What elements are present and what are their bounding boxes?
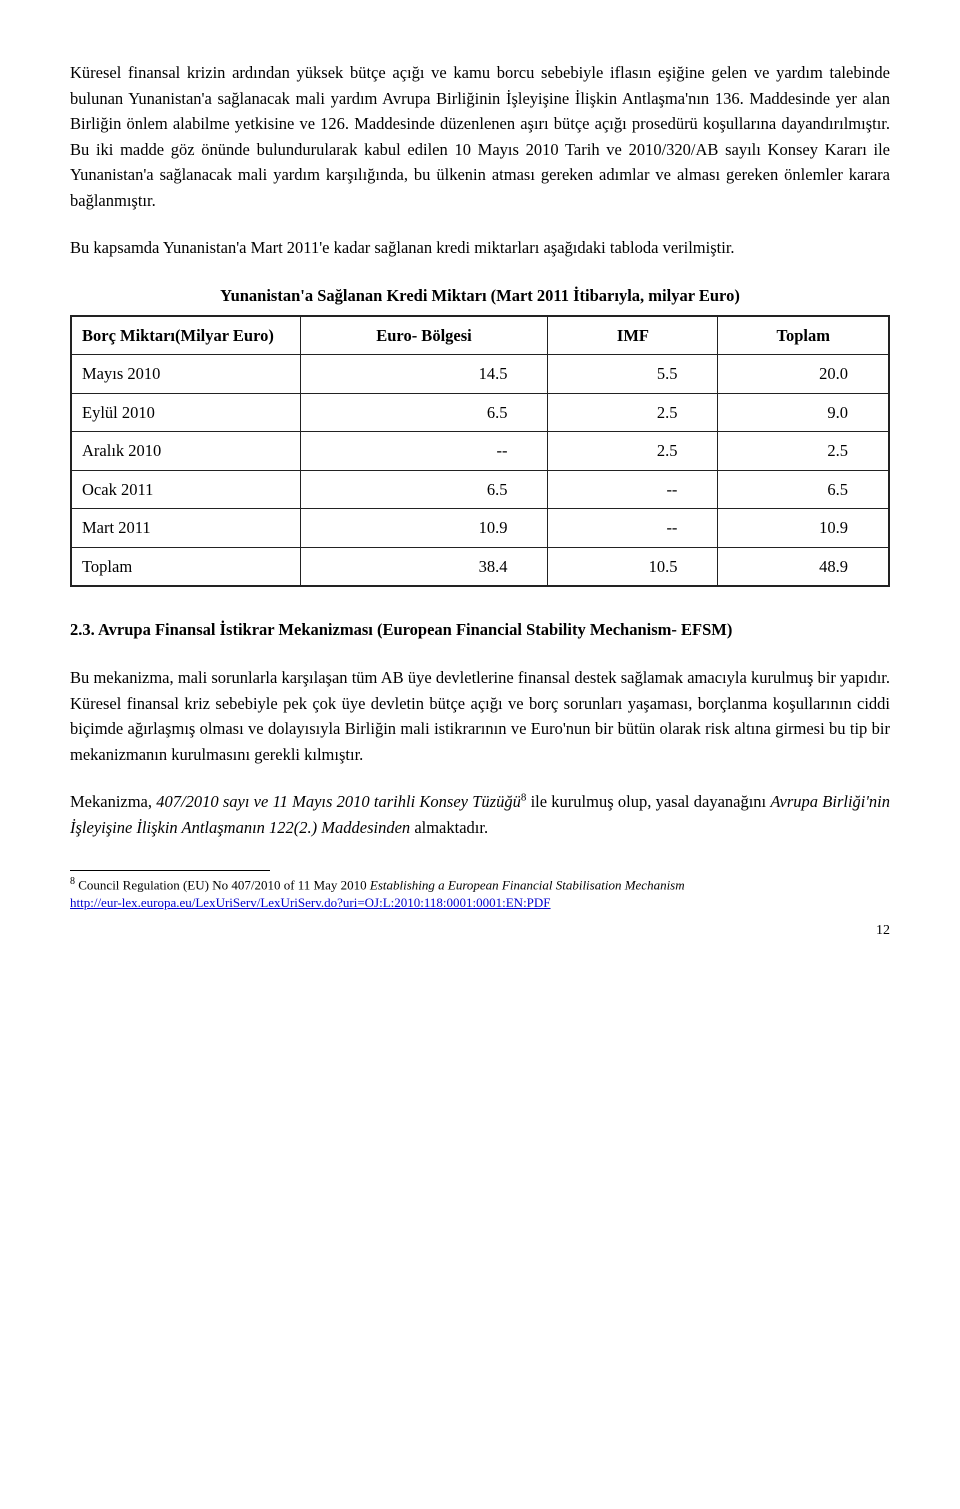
cell: 2.5: [548, 432, 718, 471]
p4-post: almaktadır.: [410, 818, 488, 837]
cell: 10.9: [718, 509, 889, 548]
cell: 2.5: [548, 393, 718, 432]
cell: 48.9: [718, 547, 889, 586]
table-row: Ocak 2011 6.5 -- 6.5: [71, 470, 889, 509]
footnote-text-b: Establishing a European Financial Stabil…: [370, 878, 685, 893]
cell: 10.9: [300, 509, 548, 548]
table-col-0: Euro- Bölgesi: [300, 316, 548, 355]
table-title: Yunanistan'a Sağlanan Kredi Miktarı (Mar…: [70, 283, 890, 309]
row-label: Aralık 2010: [71, 432, 300, 471]
footnote-link[interactable]: http://eur-lex.europa.eu/LexUriServ/LexU…: [70, 895, 551, 910]
table-col-2: Toplam: [718, 316, 889, 355]
table-header-rowlabel: Borç Miktarı(Milyar Euro): [71, 316, 300, 355]
cell: 6.5: [300, 393, 548, 432]
cell: 6.5: [718, 470, 889, 509]
cell: 2.5: [718, 432, 889, 471]
table-row: Eylül 2010 6.5 2.5 9.0: [71, 393, 889, 432]
cell: 20.0: [718, 355, 889, 394]
cell: 14.5: [300, 355, 548, 394]
p4-mid: ile kurulmuş olup, yasal dayanağını: [526, 792, 770, 811]
cell: --: [548, 509, 718, 548]
credit-table-wrap: Yunanistan'a Sağlanan Kredi Miktarı (Mar…: [70, 283, 890, 588]
cell: 6.5: [300, 470, 548, 509]
table-row: Toplam 38.4 10.5 48.9: [71, 547, 889, 586]
cell: --: [548, 470, 718, 509]
paragraph-4: Mekanizma, 407/2010 sayı ve 11 Mayıs 201…: [70, 789, 890, 840]
p4-pre: Mekanizma,: [70, 792, 156, 811]
cell: --: [300, 432, 548, 471]
paragraph-1: Küresel finansal krizin ardından yüksek …: [70, 60, 890, 213]
page-number: 12: [70, 920, 890, 942]
footnote-8: 8 Council Regulation (EU) No 407/2010 of…: [70, 875, 890, 911]
table-header-row: Borç Miktarı(Milyar Euro) Euro- Bölgesi …: [71, 316, 889, 355]
row-label: Toplam: [71, 547, 300, 586]
cell: 38.4: [300, 547, 548, 586]
row-label: Eylül 2010: [71, 393, 300, 432]
row-label: Mayıs 2010: [71, 355, 300, 394]
credit-table: Borç Miktarı(Milyar Euro) Euro- Bölgesi …: [70, 315, 890, 588]
cell: 5.5: [548, 355, 718, 394]
table-row: Aralık 2010 -- 2.5 2.5: [71, 432, 889, 471]
section-heading: 2.3. Avrupa Finansal İstikrar Mekanizmas…: [70, 617, 890, 643]
paragraph-3: Bu mekanizma, mali sorunlarla karşılaşan…: [70, 665, 890, 767]
footnote-text-a: Council Regulation (EU) No 407/2010 of 1…: [75, 878, 370, 893]
p4-italic-1: 407/2010 sayı ve 11 Mayıs 2010 tarihli K…: [156, 792, 521, 811]
table-row: Mayıs 2010 14.5 5.5 20.0: [71, 355, 889, 394]
paragraph-2: Bu kapsamda Yunanistan'a Mart 2011'e kad…: [70, 235, 890, 261]
row-label: Mart 2011: [71, 509, 300, 548]
table-row: Mart 2011 10.9 -- 10.9: [71, 509, 889, 548]
cell: 10.5: [548, 547, 718, 586]
row-label: Ocak 2011: [71, 470, 300, 509]
table-col-1: IMF: [548, 316, 718, 355]
cell: 9.0: [718, 393, 889, 432]
footnote-separator: [70, 870, 270, 871]
